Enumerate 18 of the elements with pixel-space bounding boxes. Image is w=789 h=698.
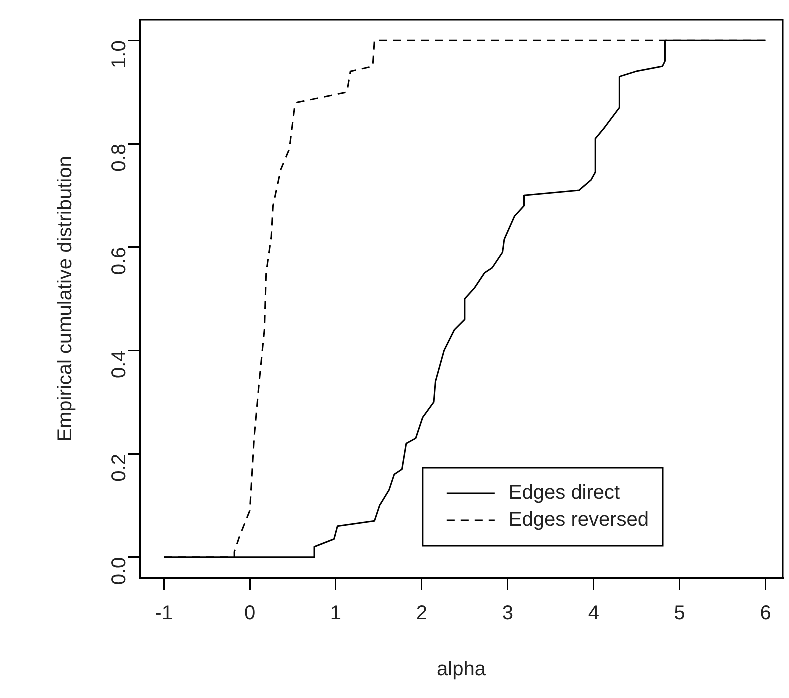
x-axis-title: alpha bbox=[437, 658, 487, 681]
y-tick-label: 0.2 bbox=[108, 454, 131, 482]
x-tick-label: 4 bbox=[588, 602, 600, 625]
legend-label: Edges direct bbox=[508, 482, 621, 504]
y-tick-label: 0.8 bbox=[108, 144, 131, 172]
y-axis-title: Empirical cumulative distribution bbox=[54, 156, 77, 442]
legend-label: Edges reversed bbox=[508, 509, 649, 532]
x-tick-label: 1 bbox=[330, 602, 342, 625]
x-tick-label: 5 bbox=[674, 602, 686, 625]
y-tick-label: 0.4 bbox=[108, 350, 131, 378]
y-tick-label: 1.0 bbox=[108, 40, 131, 68]
x-tick-label: 6 bbox=[760, 602, 772, 625]
y-tick-label: 0.6 bbox=[108, 247, 131, 276]
x-tick-label: 0 bbox=[244, 602, 256, 625]
x-tick-label: 2 bbox=[416, 602, 428, 625]
x-tick-label: 3 bbox=[502, 602, 514, 625]
y-tick-label: 0.0 bbox=[108, 557, 131, 586]
x-tick-label: -1 bbox=[155, 602, 173, 625]
